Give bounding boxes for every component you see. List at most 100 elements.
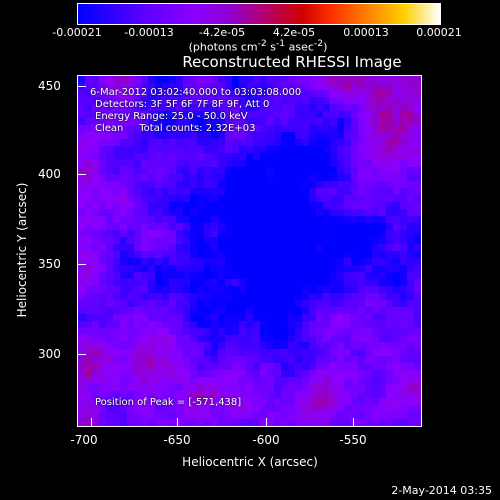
image-pixel <box>372 97 379 104</box>
image-pixel <box>78 279 85 286</box>
image-pixel <box>204 314 211 321</box>
image-pixel <box>400 181 407 188</box>
image-pixel <box>211 363 218 370</box>
image-pixel <box>197 139 204 146</box>
image-pixel <box>337 300 344 307</box>
image-pixel <box>288 286 295 293</box>
image-pixel <box>323 370 330 377</box>
image-pixel <box>106 419 113 426</box>
image-pixel <box>386 321 393 328</box>
image-pixel <box>218 188 225 195</box>
image-pixel <box>148 356 155 363</box>
image-pixel <box>148 174 155 181</box>
image-pixel <box>190 111 197 118</box>
image-pixel <box>120 237 127 244</box>
image-pixel <box>211 237 218 244</box>
image-pixel <box>323 111 330 118</box>
image-pixel <box>218 251 225 258</box>
image-pixel <box>372 405 379 412</box>
image-pixel <box>197 230 204 237</box>
image-pixel <box>148 111 155 118</box>
image-pixel <box>323 104 330 111</box>
image-pixel <box>344 195 351 202</box>
image-pixel <box>197 279 204 286</box>
image-pixel <box>365 293 372 300</box>
image-pixel <box>106 272 113 279</box>
image-pixel <box>309 342 316 349</box>
image-pixel <box>288 272 295 279</box>
image-pixel <box>414 97 421 104</box>
image-pixel <box>386 272 393 279</box>
image-pixel <box>260 83 267 90</box>
image-pixel <box>267 342 274 349</box>
image-pixel <box>260 216 267 223</box>
image-pixel <box>379 342 386 349</box>
image-pixel <box>330 202 337 209</box>
image-pixel <box>316 321 323 328</box>
image-pixel <box>162 279 169 286</box>
image-pixel <box>295 398 302 405</box>
image-pixel <box>211 412 218 419</box>
image-pixel <box>281 230 288 237</box>
image-pixel <box>232 223 239 230</box>
image-pixel <box>204 419 211 426</box>
image-pixel <box>190 307 197 314</box>
image-pixel <box>414 314 421 321</box>
image-pixel <box>162 139 169 146</box>
image-pixel <box>330 125 337 132</box>
image-pixel <box>316 328 323 335</box>
image-pixel <box>358 342 365 349</box>
image-pixel <box>295 76 302 83</box>
image-pixel <box>393 83 400 90</box>
image-pixel <box>113 321 120 328</box>
image-pixel <box>176 118 183 125</box>
image-pixel <box>246 209 253 216</box>
image-pixel <box>393 314 400 321</box>
image-pixel <box>351 363 358 370</box>
image-pixel <box>225 83 232 90</box>
image-pixel <box>246 314 253 321</box>
image-pixel <box>92 321 99 328</box>
image-pixel <box>78 244 85 251</box>
image-pixel <box>414 377 421 384</box>
image-pixel <box>386 363 393 370</box>
image-pixel <box>211 181 218 188</box>
image-pixel <box>288 279 295 286</box>
image-pixel <box>106 167 113 174</box>
image-pixel <box>372 328 379 335</box>
image-pixel <box>337 230 344 237</box>
image-pixel <box>323 349 330 356</box>
image-pixel <box>141 146 148 153</box>
image-pixel <box>337 272 344 279</box>
image-pixel <box>281 405 288 412</box>
image-pixel <box>330 209 337 216</box>
image-pixel <box>127 286 134 293</box>
image-pixel <box>225 384 232 391</box>
image-pixel <box>309 104 316 111</box>
image-pixel <box>365 384 372 391</box>
image-pixel <box>92 209 99 216</box>
image-pixel <box>351 293 358 300</box>
image-pixel <box>99 139 106 146</box>
image-pixel <box>141 195 148 202</box>
image-pixel <box>386 293 393 300</box>
image-pixel <box>148 300 155 307</box>
image-pixel <box>386 286 393 293</box>
image-pixel <box>169 272 176 279</box>
image-pixel <box>407 118 414 125</box>
image-pixel <box>190 146 197 153</box>
image-pixel <box>78 363 85 370</box>
image-pixel <box>302 76 309 83</box>
image-pixel <box>99 300 106 307</box>
image-pixel <box>239 139 246 146</box>
image-pixel <box>246 349 253 356</box>
image-pixel <box>407 356 414 363</box>
image-pixel <box>232 202 239 209</box>
image-pixel <box>232 265 239 272</box>
image-pixel <box>358 405 365 412</box>
image-pixel <box>204 286 211 293</box>
image-pixel <box>309 223 316 230</box>
image-pixel <box>407 349 414 356</box>
image-pixel <box>323 188 330 195</box>
image-pixel <box>141 97 148 104</box>
